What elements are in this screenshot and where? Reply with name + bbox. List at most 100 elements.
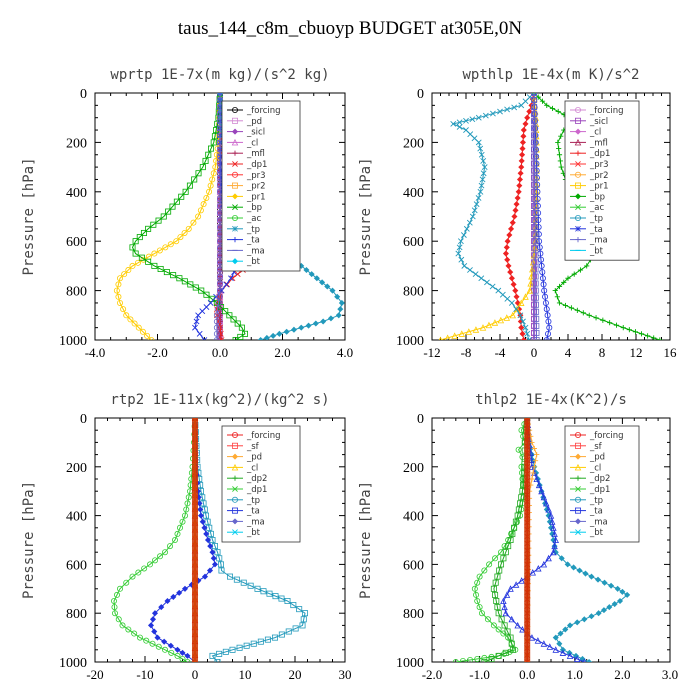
series-marker: [312, 320, 319, 327]
series-marker: [532, 287, 539, 294]
series-marker: [201, 524, 208, 531]
series-marker: [201, 337, 208, 340]
series-marker: [213, 312, 220, 319]
series-marker: [517, 312, 524, 319]
series-marker: [207, 543, 214, 550]
series-marker: [533, 475, 540, 482]
series-marker: [223, 281, 230, 288]
series-marker: [543, 337, 550, 340]
series-marker: [600, 607, 607, 614]
series-marker: [531, 118, 538, 125]
series-marker: [475, 114, 482, 121]
series-marker: [480, 170, 487, 177]
series-marker: [113, 287, 120, 294]
y-tick-label: 0: [417, 412, 424, 427]
series-marker: [214, 659, 221, 662]
series-marker: [456, 244, 463, 251]
series-marker: [507, 269, 514, 276]
series-marker: [182, 188, 189, 195]
series-marker: [532, 280, 539, 287]
series-marker: [285, 628, 292, 635]
series-marker: [493, 598, 500, 605]
series-marker: [214, 306, 221, 313]
series-marker: [178, 193, 185, 200]
series-marker: [204, 536, 212, 544]
series-marker: [533, 315, 540, 322]
x-tick-label: 20: [289, 667, 302, 682]
series-marker: [516, 182, 523, 189]
series-marker: [319, 279, 326, 286]
series-marker: [491, 319, 499, 326]
series-marker: [570, 564, 577, 571]
legend-label: _sf: [589, 442, 603, 452]
legend-marker: [574, 128, 582, 135]
x-tick-label: 10: [239, 667, 252, 682]
series-marker: [531, 202, 538, 209]
series-marker: [203, 194, 210, 201]
series-marker: [481, 654, 488, 661]
y-tick-label: 1000: [59, 656, 87, 671]
series-marker: [540, 640, 548, 647]
series-marker: [532, 231, 539, 238]
series-marker: [540, 493, 548, 501]
series-marker: [552, 646, 560, 653]
legend-label: _forcing: [589, 106, 624, 116]
legend-marker: [232, 237, 238, 243]
series-marker: [489, 283, 496, 290]
series-marker: [509, 530, 516, 537]
legend-label: _ac: [246, 214, 261, 224]
series-marker: [471, 585, 478, 592]
x-tick-label: 30: [339, 667, 352, 682]
legend-label: _pr2: [246, 182, 266, 192]
legend-marker: [575, 150, 581, 156]
series-line: [116, 93, 221, 340]
series-marker: [657, 337, 663, 340]
series-marker: [218, 304, 225, 311]
series-marker: [216, 287, 223, 294]
series-marker: [500, 555, 507, 562]
series-marker: [515, 446, 522, 453]
series-marker: [484, 279, 490, 286]
legend-label: _cl: [246, 463, 258, 473]
y-tick-label: 400: [66, 186, 87, 201]
legend-label: _sf: [246, 442, 260, 452]
series-marker: [313, 275, 320, 282]
series-marker: [546, 324, 553, 331]
series-marker: [138, 254, 145, 261]
series-marker: [558, 164, 564, 170]
series-marker: [305, 322, 312, 329]
legend-label: _ta: [246, 507, 260, 517]
legend-marker: [575, 529, 581, 536]
y-tick-label: 0: [80, 87, 87, 102]
series-marker: [125, 626, 132, 633]
x-tick-label: -4: [495, 345, 506, 360]
series-marker: [532, 301, 539, 308]
y-tick-label: 400: [403, 186, 424, 201]
series-marker: [151, 250, 158, 257]
series-marker: [202, 157, 209, 164]
series-marker: [185, 494, 192, 501]
series-marker: [472, 326, 480, 333]
legend-label: _dp2: [246, 474, 267, 484]
legend-label: _tp: [589, 496, 603, 506]
series-marker: [518, 494, 525, 501]
series-marker: [217, 324, 223, 331]
series-marker: [213, 324, 220, 331]
series-marker: [209, 549, 216, 556]
series-marker: [497, 108, 503, 115]
series-marker: [290, 602, 297, 609]
series-marker: [498, 549, 505, 556]
series-marker: [216, 650, 223, 657]
series-marker: [196, 330, 203, 337]
series-marker: [233, 576, 240, 583]
series-marker: [545, 554, 552, 562]
series-marker: [157, 265, 164, 272]
series-marker: [490, 622, 497, 629]
series-marker: [156, 553, 163, 560]
series-marker: [131, 320, 138, 327]
legend-marker: [231, 442, 238, 449]
series-marker: [495, 610, 502, 617]
series-marker: [213, 330, 220, 337]
chart-panel-2: wpthlp 1E-4x(m K)/s^2 Pressure [hPa] -12 -8…: [358, 67, 677, 360]
series-marker: [300, 616, 307, 623]
